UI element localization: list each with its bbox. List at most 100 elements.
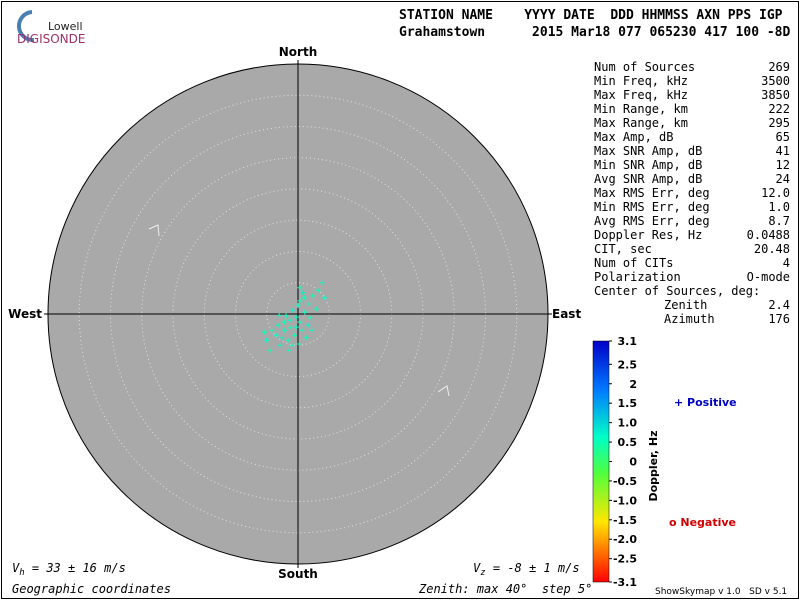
source-point xyxy=(315,287,321,293)
marker xyxy=(148,224,160,237)
source-point xyxy=(296,341,302,347)
colorbar-tick-label: 3.1 xyxy=(618,335,638,348)
legend-negative: o Negative xyxy=(669,516,736,529)
stat-value: 222 xyxy=(768,102,790,116)
stat-label: Polarization xyxy=(594,270,681,284)
stat-value: 65 xyxy=(776,130,790,144)
colorbar-tick-label: -1.0 xyxy=(613,494,637,507)
source-point xyxy=(276,312,282,318)
source-point xyxy=(297,285,303,291)
stat-value: 3500 xyxy=(761,74,790,88)
colorbar-label: Doppler, Hz xyxy=(647,430,660,501)
source-point xyxy=(273,332,279,338)
source-point xyxy=(305,322,311,328)
dir-east: East xyxy=(552,307,581,321)
source-point xyxy=(292,332,298,338)
stat-value: 20.48 xyxy=(754,242,790,256)
source-point xyxy=(287,317,293,323)
stat-value: 269 xyxy=(768,60,790,74)
source-point xyxy=(286,347,292,353)
stat-label: Num of CITs xyxy=(594,256,673,270)
source-point xyxy=(283,313,289,319)
vz-text: = -8 ± 1 m/s xyxy=(486,561,580,575)
source-point xyxy=(301,295,307,301)
center-label: Azimuth xyxy=(664,312,715,326)
dir-north: North xyxy=(279,45,317,59)
source-point xyxy=(322,295,328,301)
center-title: Center of Sources, deg: xyxy=(594,284,760,298)
stat-value: 3850 xyxy=(761,88,790,102)
source-point xyxy=(310,293,316,299)
source-point xyxy=(303,335,309,341)
stat-value: 8.7 xyxy=(768,214,790,228)
stat-label: Min RMS Err, deg xyxy=(594,200,710,214)
vh-symbol: V xyxy=(12,561,20,575)
stat-value: 12.0 xyxy=(761,186,790,200)
colorbar-tick-label: 2 xyxy=(629,378,637,391)
header-values: Grahamstown 2015 Mar18 077 065230 417 10… xyxy=(399,25,791,40)
stat-value: 0.0488 xyxy=(747,228,790,242)
source-point xyxy=(293,324,299,330)
source-point xyxy=(306,301,312,307)
stat-label: CIT, sec xyxy=(594,242,652,256)
stat-label: Min Freq, kHz xyxy=(594,74,688,88)
colorbar-tick-label: 1.5 xyxy=(618,397,638,410)
stat-value: O-mode xyxy=(747,270,790,284)
source-point xyxy=(307,315,313,321)
colorbar-tick-label: 0.5 xyxy=(618,436,638,449)
stat-value: 24 xyxy=(776,172,790,186)
colorbar-tick-label: 2.5 xyxy=(618,358,638,371)
vh-text: = 33 ± 16 m/s xyxy=(25,561,126,575)
colorbar-tick-label: -1.5 xyxy=(613,514,637,527)
source-point xyxy=(279,335,285,341)
coords-label: Geographic coordinates xyxy=(12,582,171,596)
stat-value: 1.0 xyxy=(768,200,790,214)
source-point xyxy=(319,280,325,286)
logo-swoosh xyxy=(16,10,35,43)
stat-label: Max SNR Amp, dB xyxy=(594,144,702,158)
source-point xyxy=(282,327,288,333)
logo-top: Lowell xyxy=(48,20,83,33)
stat-value: 12 xyxy=(776,158,790,172)
colorbar-tick-label: 1.0 xyxy=(618,417,638,430)
legend-positive: + Positive xyxy=(674,396,737,409)
source-point xyxy=(309,327,315,333)
colorbar xyxy=(592,340,610,583)
colorbar-tick-label: -3.1 xyxy=(613,576,637,589)
stat-value: 41 xyxy=(776,144,790,158)
stat-label: Min Range, km xyxy=(594,102,688,116)
stat-label: Max Freq, kHz xyxy=(594,88,688,102)
stat-label: Max Amp, dB xyxy=(594,130,673,144)
vz-symbol: V xyxy=(473,561,481,575)
dir-west: West xyxy=(8,307,42,321)
source-point xyxy=(264,337,270,343)
colorbar-tick-label: 0 xyxy=(629,456,637,469)
source-point xyxy=(281,319,287,325)
stat-label: Num of Sources xyxy=(594,60,695,74)
center-value: 2.4 xyxy=(768,298,790,312)
vz-sub: z xyxy=(480,568,485,578)
source-point xyxy=(293,314,299,320)
source-point xyxy=(277,342,283,348)
source-point xyxy=(290,307,296,313)
colorbar-tick-label: -2.5 xyxy=(613,553,637,566)
source-point xyxy=(275,322,281,328)
source-point xyxy=(285,337,291,343)
source-point xyxy=(299,327,305,333)
center-label: Zenith xyxy=(664,298,707,312)
stat-label: Min SNR Amp, dB xyxy=(594,158,702,172)
source-point xyxy=(267,347,273,353)
header-columns: STATION NAME YYYY DATE DDD HHMMSS AXN PP… xyxy=(399,8,783,23)
vz-label: Vz = -8 ± 1 m/s xyxy=(473,561,580,578)
logo-bottom: DIGISONDE xyxy=(17,32,85,46)
stat-label: Max RMS Err, deg xyxy=(594,186,710,200)
colorbar-tick-label: -0.5 xyxy=(613,475,637,488)
dir-south: South xyxy=(278,567,318,581)
source-point xyxy=(302,309,308,315)
source-point xyxy=(295,302,301,308)
source-point xyxy=(300,290,306,296)
stat-label: Max Range, km xyxy=(594,116,688,130)
source-point xyxy=(261,329,267,335)
stat-label: Avg SNR Amp, dB xyxy=(594,172,702,186)
center-value: 176 xyxy=(768,312,790,326)
